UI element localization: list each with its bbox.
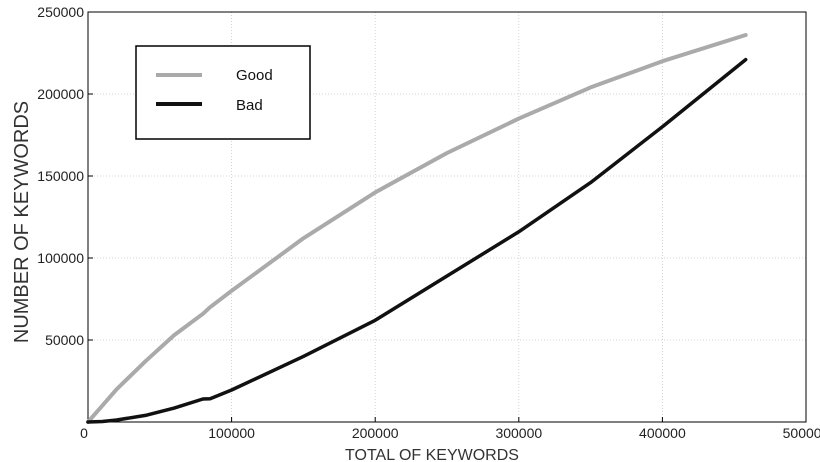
legend-label-good: Good (236, 67, 273, 84)
y-axis-label: NUMBER OF KEYWORDS (11, 101, 33, 343)
series-line-bad (86, 57, 748, 424)
legend: Good Bad (135, 45, 311, 140)
x-tick-label: 200000 (352, 425, 399, 441)
y-tick-label: 150000 (37, 168, 84, 184)
series-line-good (86, 33, 748, 424)
x-tick-label: 100000 (208, 425, 255, 441)
x-tick-label: 400000 (639, 425, 686, 441)
x-tick-label: 300000 (495, 425, 542, 441)
y-tick-label: 250000 (37, 4, 84, 20)
legend-label-bad: Bad (236, 97, 263, 114)
x-tick-label: 0 (80, 425, 88, 441)
y-tick-label: 50000 (45, 332, 84, 348)
series-lines (86, 33, 748, 424)
y-axis-ticks: 50000 100000 150000 200000 250000 (37, 4, 93, 423)
x-tick-label: 500000 (783, 425, 820, 441)
x-axis-ticks: 0 100000 200000 300000 400000 500000 (80, 417, 820, 441)
plot-area (87, 11, 807, 423)
y-tick-label: 100000 (37, 250, 84, 266)
x-axis-label: TOTAL OF KEYWORDS (345, 447, 519, 462)
legend-box (135, 45, 311, 140)
y-tick-label: 200000 (37, 86, 84, 102)
